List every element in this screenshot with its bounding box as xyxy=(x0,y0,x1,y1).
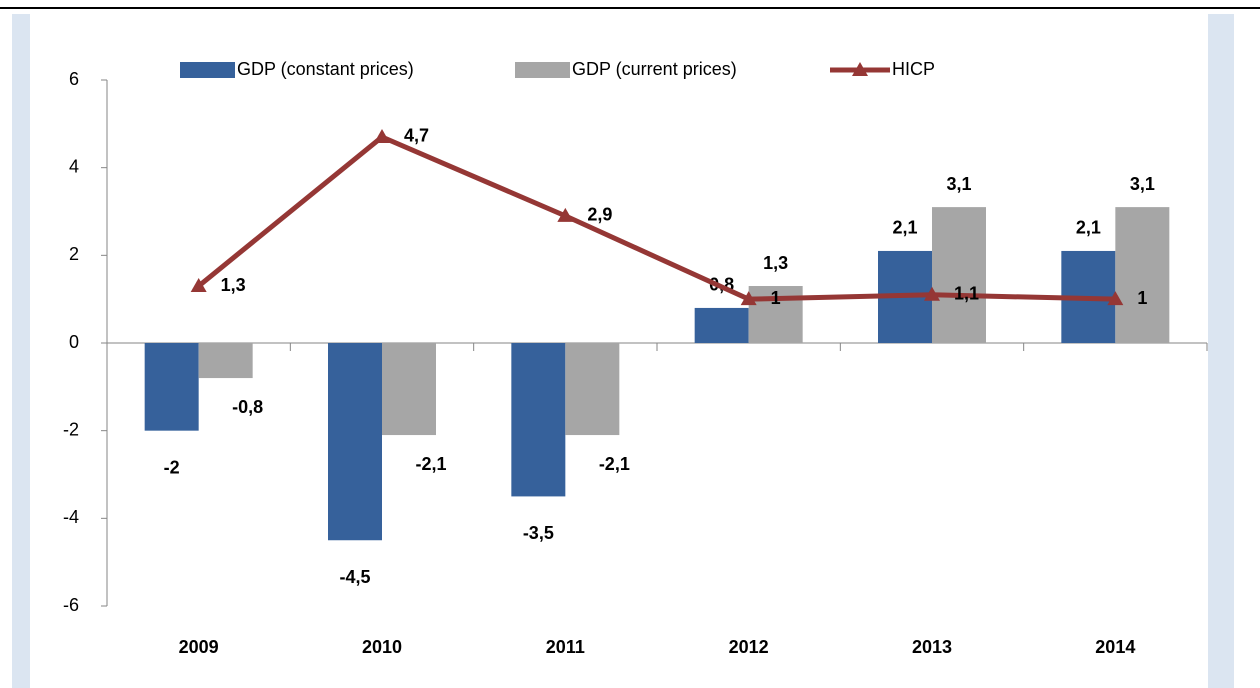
y-tick-label: 4 xyxy=(69,156,79,176)
value-label: -0,8 xyxy=(232,397,263,417)
y-tick-label: -6 xyxy=(63,595,79,615)
value-label: 1 xyxy=(771,288,781,308)
bar xyxy=(932,207,986,343)
legend-swatch xyxy=(180,62,235,78)
line xyxy=(197,134,1116,302)
legend-swatch xyxy=(515,62,570,78)
value-label: -2,1 xyxy=(599,454,630,474)
value-label: 1,1 xyxy=(954,284,979,304)
marker xyxy=(740,291,757,306)
marker xyxy=(557,207,574,222)
legend-label: GDP (constant prices) xyxy=(237,59,414,79)
value-label: 2,1 xyxy=(1076,218,1101,238)
x-tick-label: 2010 xyxy=(362,637,402,657)
x-tick-label: 2012 xyxy=(729,637,769,657)
bar xyxy=(198,343,253,379)
value-label: 4,7 xyxy=(404,126,429,146)
value-label: -2,1 xyxy=(415,454,446,474)
marker xyxy=(374,128,390,143)
y-tick-label: 2 xyxy=(69,244,79,264)
bar xyxy=(1115,207,1170,343)
value-label: 2,9 xyxy=(587,205,612,225)
value-label: -2 xyxy=(164,457,180,477)
value-label: 1 xyxy=(1137,288,1147,308)
bar xyxy=(144,343,199,431)
marker xyxy=(190,278,207,293)
value-label: 3,1 xyxy=(1130,174,1155,194)
value-label: 1,3 xyxy=(763,253,788,273)
legend-label: GDP (current prices) xyxy=(572,59,737,79)
value-label: 3,1 xyxy=(946,174,971,194)
bar xyxy=(511,343,566,497)
bar xyxy=(382,343,436,436)
y-tick-label: -2 xyxy=(63,419,79,439)
bar xyxy=(565,343,620,436)
value-label: 1,3 xyxy=(221,275,246,295)
bar xyxy=(748,286,803,343)
legend-label: HICP xyxy=(892,59,935,79)
x-tick-label: 2013 xyxy=(912,637,952,657)
x-tick-label: 2011 xyxy=(546,637,585,657)
x-tick-label: 2009 xyxy=(179,637,219,657)
marker xyxy=(1107,291,1124,306)
value-label: -4,5 xyxy=(339,567,370,587)
bar xyxy=(694,307,749,343)
legend-marker xyxy=(852,62,868,76)
value-label: 2,1 xyxy=(892,218,917,238)
value-label: -3,5 xyxy=(523,523,554,543)
y-tick-label: -4 xyxy=(63,507,79,527)
bar xyxy=(328,343,382,541)
marker xyxy=(924,286,940,301)
x-tick-label: 2014 xyxy=(1095,637,1135,657)
y-tick-label: 6 xyxy=(69,69,79,89)
y-tick-label: 0 xyxy=(69,332,79,352)
